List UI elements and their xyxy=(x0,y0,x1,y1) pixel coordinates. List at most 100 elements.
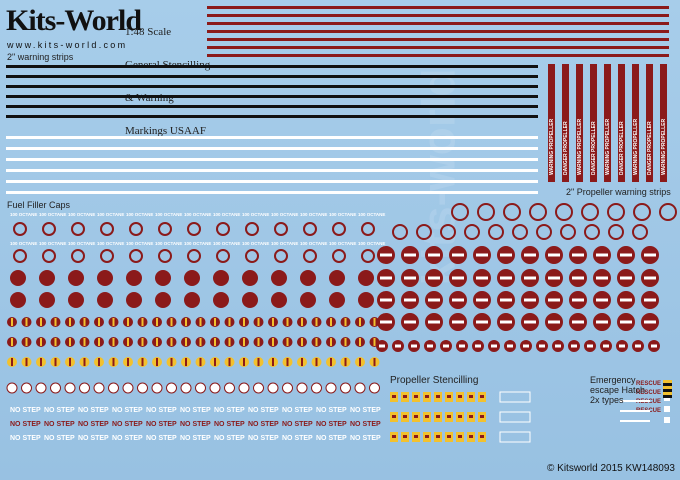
filler-cap-mark xyxy=(11,338,13,346)
ring-band xyxy=(380,320,392,324)
filler-cap-mark xyxy=(243,358,245,366)
white-stripe xyxy=(6,191,538,194)
white-cap xyxy=(267,382,279,394)
prop-stencil-box xyxy=(499,391,531,403)
no-step-text: NO STEP xyxy=(112,421,143,428)
ring-band xyxy=(644,320,656,324)
white-cap xyxy=(325,382,337,394)
filler-cap-mark xyxy=(373,318,376,326)
propeller-stripe xyxy=(548,64,555,182)
filler-cap-mark xyxy=(170,358,173,366)
filler-cap-mark xyxy=(156,318,158,326)
fuel-cap-ring xyxy=(332,249,346,263)
prop-stencil-mark xyxy=(447,435,451,438)
fuel-cap-ring xyxy=(158,222,172,236)
red-ring xyxy=(632,224,648,240)
filler-cap-mark xyxy=(330,318,332,326)
fuel-cap-solid xyxy=(271,292,287,308)
red-stripe xyxy=(207,6,669,9)
title-line3: & Warning xyxy=(125,92,174,104)
ring-band xyxy=(476,276,488,280)
ring-band xyxy=(571,344,577,348)
filler-cap-mark xyxy=(214,358,216,366)
filler-cap-mark xyxy=(69,338,71,346)
ring-band xyxy=(603,344,609,348)
fuel-cap-ring xyxy=(13,249,27,263)
white-cap xyxy=(209,382,221,394)
filler-cap-mark xyxy=(69,318,71,326)
filler-cap-mark xyxy=(228,338,231,346)
ring-band xyxy=(500,276,512,280)
prop-stencil-mark xyxy=(447,395,451,398)
ring-band xyxy=(619,344,625,348)
filler-cap-mark xyxy=(83,358,86,366)
fuel-cap-solid xyxy=(155,270,171,286)
ring-band xyxy=(620,298,632,302)
propeller-stripe xyxy=(576,64,583,182)
ring-band xyxy=(476,298,488,302)
propeller-warning-text: DANGER PROPELLER xyxy=(591,121,597,175)
filler-cap-mark xyxy=(112,358,115,366)
hazard-stripe xyxy=(663,383,672,386)
octane-text: 100 OCTANE xyxy=(97,212,124,217)
red-ring xyxy=(464,224,480,240)
ring-band xyxy=(620,276,632,280)
prop-stencil-mark xyxy=(458,395,462,398)
no-step-text: NO STEP xyxy=(180,407,211,414)
hatch-line xyxy=(620,410,650,412)
filler-cap-mark xyxy=(301,318,303,326)
prop-stencil-mark xyxy=(458,435,462,438)
ring-band xyxy=(500,320,512,324)
fuel-cap-ring xyxy=(129,249,143,263)
prop-stencil-mark xyxy=(436,395,440,398)
fuel-cap-ring xyxy=(303,222,317,236)
fuel-cap-solid xyxy=(68,270,84,286)
no-step-text: NO STEP xyxy=(316,407,347,414)
black-stripe xyxy=(6,115,538,118)
propeller-warning-text: WARNING PROPELLER xyxy=(577,118,583,175)
red-ring xyxy=(451,203,469,221)
filler-cap-mark xyxy=(40,318,42,326)
white-cap xyxy=(64,382,76,394)
ring-band xyxy=(596,298,608,302)
no-step-text: NO STEP xyxy=(248,407,279,414)
ring-band xyxy=(411,344,417,348)
octane-text: 100 OCTANE xyxy=(271,241,298,246)
hatch-line xyxy=(620,400,650,402)
filler-cap-mark xyxy=(156,338,158,346)
propeller-stripe xyxy=(660,64,667,182)
fuel-cap-ring xyxy=(361,222,375,236)
filler-cap-mark xyxy=(359,358,361,366)
hazard-stripe xyxy=(663,389,672,392)
propeller-stripe xyxy=(632,64,639,182)
filler-cap-mark xyxy=(228,318,231,326)
red-ring xyxy=(633,203,651,221)
red-ring xyxy=(536,224,552,240)
fuel-cap-solid xyxy=(329,270,345,286)
no-step-text: NO STEP xyxy=(214,421,245,428)
ring-band xyxy=(476,320,488,324)
prop-stencil-mark xyxy=(458,415,462,418)
ring-band xyxy=(596,253,608,257)
white-stripe xyxy=(6,136,538,139)
filler-cap-mark xyxy=(141,338,144,346)
logo: Kits-World xyxy=(6,4,142,38)
white-cap xyxy=(137,382,148,394)
no-step-text: NO STEP xyxy=(316,421,347,428)
prop-stencil-mark xyxy=(414,435,418,438)
fuel-cap-solid xyxy=(329,292,345,308)
filler-cap-mark xyxy=(257,338,260,346)
propeller-stripe xyxy=(646,64,653,182)
prop-stencil-mark xyxy=(480,395,484,398)
fuel-cap-ring xyxy=(187,249,201,263)
fuel-filler-label: Fuel Filler Caps xyxy=(7,200,71,210)
fuel-cap-ring xyxy=(245,249,259,263)
white-cap xyxy=(311,382,322,394)
ring-band xyxy=(380,298,392,302)
white-cap xyxy=(180,382,192,394)
black-stripe xyxy=(6,105,538,108)
ring-band xyxy=(651,344,657,348)
fuel-cap-solid xyxy=(10,270,26,286)
ring-band xyxy=(452,276,464,280)
rescue-text: RESCUE xyxy=(636,381,661,387)
